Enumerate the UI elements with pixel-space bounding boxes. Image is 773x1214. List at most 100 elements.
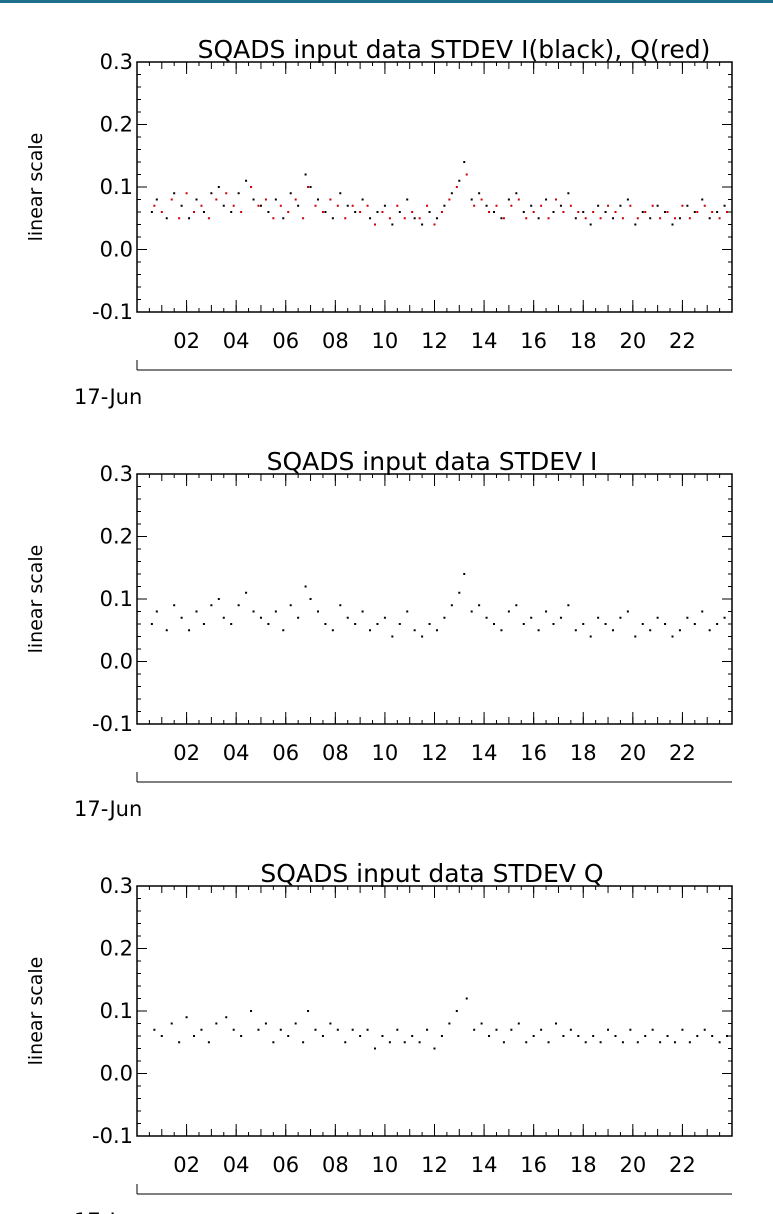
data-point: [634, 635, 637, 638]
data-point: [716, 623, 719, 625]
data-point: [664, 623, 667, 625]
x-tick-label: 06: [272, 741, 299, 765]
y-tick-label: 0.1: [100, 999, 133, 1023]
data-point: [324, 211, 327, 213]
data-point: [264, 1022, 267, 1025]
data-point: [718, 1041, 721, 1044]
x-tick-label: 10: [372, 1153, 399, 1177]
data-point: [574, 629, 577, 632]
data-point: [701, 198, 704, 201]
data-point: [656, 204, 659, 207]
data-point: [264, 198, 267, 201]
data-point: [686, 204, 689, 207]
data-point: [569, 1028, 572, 1031]
data-point: [582, 211, 585, 213]
x-tick-label: 18: [570, 741, 597, 765]
data-point: [678, 217, 681, 220]
data-point: [304, 585, 307, 588]
data-point: [708, 217, 711, 220]
data-point: [463, 573, 466, 575]
data-point: [567, 192, 570, 195]
data-point: [279, 204, 282, 207]
chart-title: SQADS input data STDEV I(black), Q(red): [198, 35, 711, 64]
x-tick-label: 12: [421, 1153, 448, 1177]
data-point: [440, 1035, 443, 1037]
data-point: [329, 198, 332, 201]
data-point: [634, 223, 637, 226]
data-point: [287, 1035, 290, 1037]
data-point: [644, 211, 647, 213]
date-label: 17-Jun: [74, 797, 142, 821]
data-point: [403, 1041, 406, 1044]
data-point: [426, 1028, 429, 1031]
data-point: [418, 217, 421, 220]
x-tick-label: 08: [322, 741, 349, 765]
y-tick-label: 0.1: [100, 587, 133, 611]
x-tick-label: 02: [173, 329, 200, 353]
y-tick-label: 0.1: [100, 175, 133, 199]
data-point: [426, 204, 429, 207]
data-point: [621, 217, 624, 220]
data-point: [222, 616, 225, 619]
data-point: [294, 1022, 297, 1025]
data-point: [388, 217, 391, 220]
data-point: [376, 623, 379, 625]
data-point: [428, 211, 431, 213]
data-point: [545, 198, 548, 201]
data-point: [237, 192, 240, 195]
data-point: [207, 1041, 210, 1044]
data-point: [433, 223, 436, 226]
data-point: [245, 179, 248, 182]
data-point: [232, 1028, 235, 1031]
data-point: [173, 604, 176, 607]
x-tick-label: 04: [223, 1153, 250, 1177]
x-tick-label: 08: [322, 329, 349, 353]
data-point: [599, 1041, 602, 1044]
data-point: [517, 1022, 520, 1025]
data-point: [636, 1041, 639, 1044]
plot-frame: [136, 885, 733, 1137]
data-point: [252, 198, 255, 201]
data-point: [304, 173, 307, 176]
data-point: [530, 616, 533, 619]
data-point: [656, 616, 659, 619]
data-point: [540, 1028, 543, 1031]
data-point: [210, 192, 213, 195]
data-point: [336, 204, 339, 207]
x-tick-label: 16: [520, 741, 547, 765]
data-point: [473, 1028, 476, 1031]
data-point: [440, 211, 443, 213]
y-tick-label: -0.1: [92, 300, 133, 324]
x-tick-label: 12: [421, 741, 448, 765]
data-point: [406, 610, 409, 613]
data-point: [599, 217, 602, 220]
data-point: [525, 1041, 528, 1044]
data-point: [215, 1022, 218, 1025]
data-point: [619, 204, 622, 207]
data-point: [448, 198, 451, 201]
x-tick-label: 02: [173, 1153, 200, 1177]
data-point: [207, 217, 210, 220]
x-tick-label: 04: [223, 741, 250, 765]
data-point: [413, 217, 416, 220]
x-tick-label: 08: [322, 1153, 349, 1177]
data-point: [666, 1035, 669, 1037]
data-point: [577, 1035, 580, 1037]
x-tick-label: 16: [520, 329, 547, 353]
data-point: [272, 217, 275, 220]
data-point: [257, 204, 260, 207]
data-point: [396, 204, 399, 207]
y-tick-label: 0.3: [100, 462, 133, 486]
data-point: [693, 211, 696, 213]
data-point: [398, 623, 401, 625]
data-point: [302, 1041, 305, 1044]
data-point: [450, 192, 453, 195]
x-tick-label: 22: [669, 1153, 696, 1177]
data-point: [577, 211, 580, 213]
data-point: [612, 629, 614, 632]
data-point: [562, 1035, 565, 1037]
data-point: [267, 623, 270, 625]
x-tick-label: 22: [669, 329, 696, 353]
data-point: [324, 623, 327, 625]
data-point: [547, 1041, 550, 1044]
